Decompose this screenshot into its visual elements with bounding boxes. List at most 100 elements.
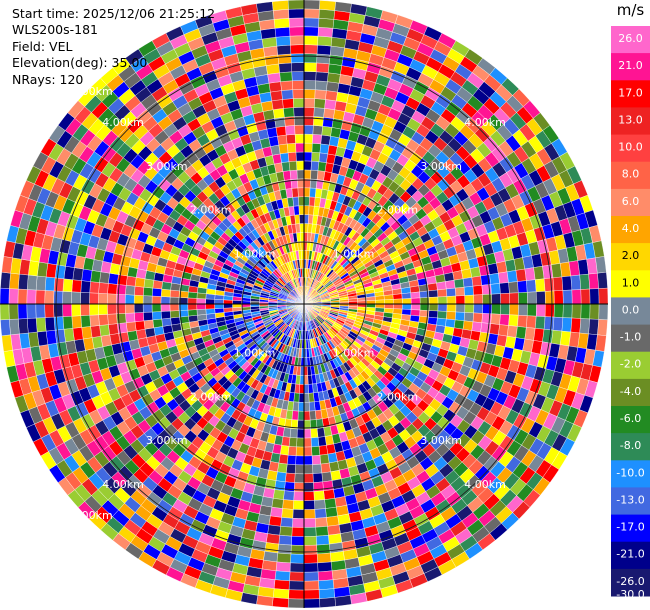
velocity-gate: [288, 580, 305, 591]
velocity-gate: [272, 597, 289, 608]
range-ring-label: 4.00km: [102, 478, 144, 491]
velocity-gate: [0, 272, 11, 289]
colorbar-tick-label: 8.0: [622, 168, 640, 181]
velocity-gate: [303, 491, 315, 501]
velocity-gate: [402, 303, 412, 310]
range-ring-label: 1.00km: [333, 248, 375, 261]
velocity-gate: [489, 272, 500, 285]
velocity-gate: [285, 472, 296, 483]
velocity-gate: [44, 276, 56, 292]
velocity-gate: [535, 278, 546, 292]
velocity-gate: [286, 463, 296, 474]
velocity-gate: [279, 71, 293, 82]
velocity-gate: [288, 589, 305, 600]
velocity-gate: [160, 288, 171, 298]
velocity-gate: [428, 296, 439, 305]
elevation-text: Elevation(deg): 35.00: [12, 55, 148, 71]
velocity-gate: [469, 266, 481, 278]
velocity-gate: [108, 272, 119, 285]
velocity-gate: [142, 303, 153, 313]
velocity-gate: [310, 428, 319, 439]
velocity-gate: [303, 0, 321, 10]
velocity-gate: [107, 313, 118, 325]
velocity-gate: [314, 508, 327, 519]
velocity-gate: [274, 27, 291, 38]
velocity-gate: [303, 375, 309, 385]
velocity-gate: [279, 526, 293, 537]
velocity-gate: [293, 491, 305, 501]
instrument-text: WLS200s-181: [12, 22, 98, 38]
velocity-gate: [536, 303, 546, 317]
velocity-gate: [299, 223, 305, 233]
velocity-gate: [303, 8, 320, 19]
velocity-gate: [270, 90, 283, 102]
velocity-gate: [143, 287, 153, 297]
velocity-gate: [292, 509, 305, 519]
velocity-gate: [328, 533, 343, 545]
velocity-gate: [291, 536, 305, 546]
velocity-gate: [282, 499, 294, 510]
velocity-gate: [81, 326, 93, 340]
velocity-gate: [455, 287, 465, 297]
velocity-gate: [90, 270, 102, 283]
velocity-gate: [295, 151, 305, 162]
velocity-gate: [271, 99, 284, 110]
velocity-gate: [326, 81, 340, 93]
velocity-gate: [288, 437, 298, 448]
velocity-gate: [446, 287, 456, 297]
velocity-gate: [281, 89, 294, 100]
velocity-gate: [579, 318, 590, 335]
velocity-gate: [292, 518, 305, 528]
velocity-gate: [267, 524, 281, 536]
velocity-gate: [515, 268, 527, 282]
velocity-gate: [318, 579, 335, 590]
velocity-gate: [308, 392, 315, 403]
velocity-gate: [142, 295, 153, 305]
velocity-gate: [392, 293, 403, 300]
velocity-gate: [518, 292, 528, 305]
velocity-gate: [303, 437, 312, 448]
velocity-gate: [98, 282, 109, 294]
velocity-gate: [44, 303, 55, 318]
velocity-gate: [462, 320, 474, 331]
velocity-gate: [133, 294, 144, 305]
velocity-gate: [285, 188, 293, 199]
velocity-gate: [303, 455, 313, 466]
velocity-gate: [99, 324, 110, 337]
velocity-gate: [71, 279, 82, 293]
velocity-gate: [461, 268, 472, 280]
velocity-gate: [160, 303, 171, 312]
velocity-gate: [315, 409, 323, 420]
velocity-gate: [196, 303, 206, 310]
velocity-gate: [428, 303, 439, 312]
velocity-gate: [326, 515, 340, 527]
colorbar-tick-label: 21.0: [618, 59, 643, 72]
velocity-gate: [317, 436, 327, 447]
velocity-gate: [264, 54, 279, 66]
velocity-gate: [321, 471, 333, 482]
range-ring-label: 4.00km: [464, 116, 506, 129]
velocity-gate: [290, 53, 305, 64]
velocity-gate: [72, 327, 84, 341]
velocity-gate: [303, 26, 319, 37]
velocity-gate: [292, 89, 305, 99]
velocity-gate: [272, 0, 289, 11]
velocity-gate: [464, 303, 475, 314]
velocity-gate: [294, 125, 305, 135]
velocity-gate: [303, 500, 315, 510]
colorbar-unit: m/s: [617, 1, 645, 19]
velocity-gate: [428, 289, 439, 298]
velocity-gate: [303, 160, 312, 171]
velocity-gate: [62, 303, 72, 317]
velocity-gate: [287, 152, 297, 162]
velocity-gate: [289, 26, 305, 37]
velocity-gate: [303, 580, 320, 591]
velocity-gate: [298, 205, 305, 215]
velocity-gate: [134, 286, 145, 296]
velocity-gate: [375, 303, 385, 309]
velocity-gate: [90, 325, 102, 338]
velocity-gate: [402, 298, 412, 305]
velocity-gate: [287, 598, 305, 609]
velocity-gate: [542, 264, 554, 279]
velocity-gate: [1, 256, 13, 274]
